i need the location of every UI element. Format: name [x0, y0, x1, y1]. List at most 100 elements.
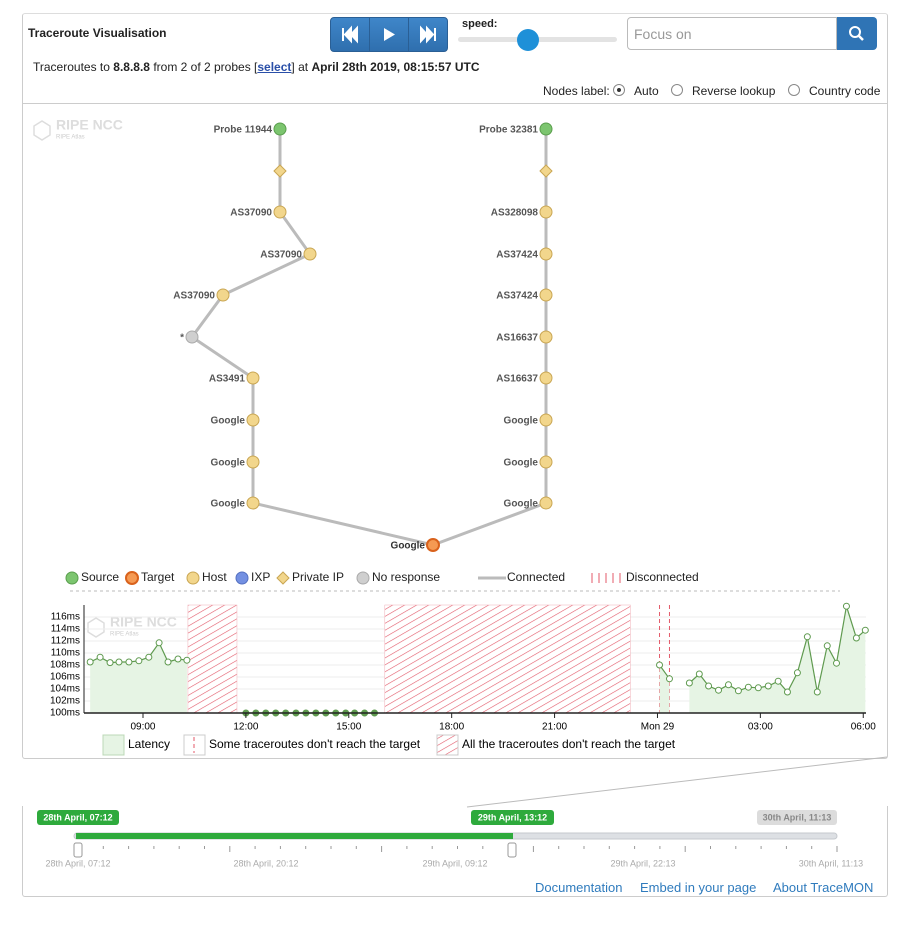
node-label: Google [211, 416, 246, 427]
latency-point [86, 658, 94, 666]
time-badge-label: 29th April, 13:12 [478, 812, 547, 822]
node [273, 122, 287, 136]
divider [22, 103, 888, 104]
latency-point [125, 658, 133, 666]
play-button[interactable] [369, 17, 409, 52]
latency-point [734, 687, 742, 695]
zoom-line [466, 756, 888, 808]
node [539, 288, 553, 302]
x-tick-label: 03:00 [748, 722, 773, 733]
node-label: AS328098 [491, 208, 539, 219]
icon [420, 25, 436, 44]
x-tick-label: 12:00 [233, 722, 258, 733]
legend-label: Target [141, 570, 175, 584]
node [246, 371, 260, 385]
watermark-sub: RIPE Atlas [56, 135, 85, 141]
search-input[interactable]: Focus on [627, 17, 837, 50]
node-label: AS37424 [496, 250, 538, 261]
timeline-handle [507, 842, 517, 858]
footer-link[interactable]: About TraceMON [773, 880, 874, 895]
disconnected-region [187, 604, 238, 714]
latency-point [135, 657, 143, 665]
speed-label: speed: [462, 18, 498, 30]
footer-link[interactable]: Documentation [535, 880, 623, 895]
latency-point [96, 653, 104, 661]
time-badge [471, 810, 554, 825]
watermark-sub: RIPE Atlas [110, 632, 139, 638]
legend-icon [276, 571, 290, 585]
node-label: AS3491 [209, 374, 246, 385]
icon [849, 26, 864, 41]
latency-point [852, 634, 860, 642]
legend-label: No response [372, 570, 440, 584]
y-tick-label: 100ms [50, 708, 80, 719]
timeline-label: 30th April, 11:13 [799, 858, 863, 868]
node-label: Google [211, 499, 246, 510]
latency-point [744, 683, 752, 691]
node-label: AS37090 [173, 291, 215, 302]
timeline-label: 28th April, 20:12 [233, 858, 298, 868]
radio-label: Country code [809, 84, 881, 98]
watermark-logo [87, 617, 105, 638]
legend-label: Disconnected [626, 570, 699, 584]
timeline-handle [73, 842, 83, 858]
speed-knob[interactable] [517, 29, 539, 51]
legend-label: Connected [507, 570, 565, 584]
latency-point [695, 670, 703, 678]
node-label: Google [211, 458, 246, 469]
legend-label: Source [81, 570, 119, 584]
main-panel [22, 13, 888, 759]
timeline-label: 29th April, 22:13 [610, 858, 675, 868]
node-label: AS16637 [496, 333, 538, 344]
node [539, 496, 553, 510]
node-label: * [180, 333, 184, 344]
y-tick-label: 114ms [51, 624, 80, 635]
radio[interactable] [671, 84, 683, 96]
y-tick-label: 102ms [50, 696, 80, 707]
footer-link[interactable]: Embed in your page [640, 880, 757, 895]
latency-point [115, 658, 123, 666]
latency-point [685, 679, 693, 687]
node [273, 164, 287, 178]
node-label: AS37424 [496, 291, 538, 302]
timeline-label: 29th April, 09:12 [422, 858, 487, 868]
latency-point [106, 659, 114, 667]
node-label: Probe 11944 [214, 125, 273, 136]
latency-point [145, 653, 153, 661]
legend-icon [102, 734, 125, 756]
search-button[interactable] [837, 17, 877, 50]
node-label: Google [504, 499, 539, 510]
disconnected-region [384, 604, 631, 714]
legend-icon [436, 734, 459, 756]
node [246, 496, 260, 510]
legend-label: Private IP [292, 570, 344, 584]
node [539, 164, 553, 178]
forward-button[interactable] [408, 17, 448, 52]
radio[interactable] [788, 84, 800, 96]
node [539, 413, 553, 427]
watermark-logo [33, 120, 51, 141]
node [539, 455, 553, 469]
node-label: AS37090 [260, 250, 302, 261]
y-tick-label: 110ms [51, 648, 80, 659]
legend-label: Some traceroutes don't reach the target [209, 737, 421, 751]
node [539, 330, 553, 344]
node-label: Google [504, 416, 539, 427]
latency-point [715, 686, 723, 694]
timeline-panel [22, 806, 888, 897]
node-label: Google [504, 458, 539, 469]
latency-point [813, 688, 821, 696]
icon [342, 25, 358, 44]
node [246, 413, 260, 427]
latency-area [689, 606, 866, 713]
rewind-button[interactable] [330, 17, 370, 52]
radio[interactable] [613, 84, 625, 96]
icon [384, 28, 395, 41]
node-label: Google [391, 541, 426, 552]
node [246, 455, 260, 469]
latency-point [174, 655, 182, 663]
node [539, 205, 553, 219]
select-link[interactable]: select [257, 60, 292, 74]
legend-label: All the traceroutes don't reach the targ… [462, 737, 676, 751]
